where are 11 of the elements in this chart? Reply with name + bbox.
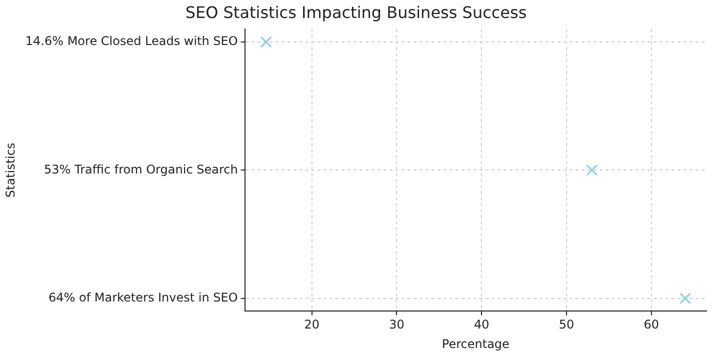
x-tick-label: 30: [389, 318, 404, 332]
x-tick-label: 60: [644, 318, 659, 332]
chart-title: SEO Statistics Impacting Business Success: [185, 2, 527, 22]
x-tick-label: 50: [558, 318, 574, 332]
y-axis-title: Statistics: [3, 142, 18, 198]
y-tick-label: 53% Traffic from Organic Search: [44, 162, 238, 176]
x-axis-title: Percentage: [442, 336, 510, 351]
y-tick-label: 14.6% More Closed Leads with SEO: [25, 34, 238, 48]
x-tick-label: 20: [304, 318, 320, 332]
y-tick-label: 64% of Marketers Invest in SEO: [48, 290, 238, 305]
x-tick-label: 40: [474, 318, 490, 332]
